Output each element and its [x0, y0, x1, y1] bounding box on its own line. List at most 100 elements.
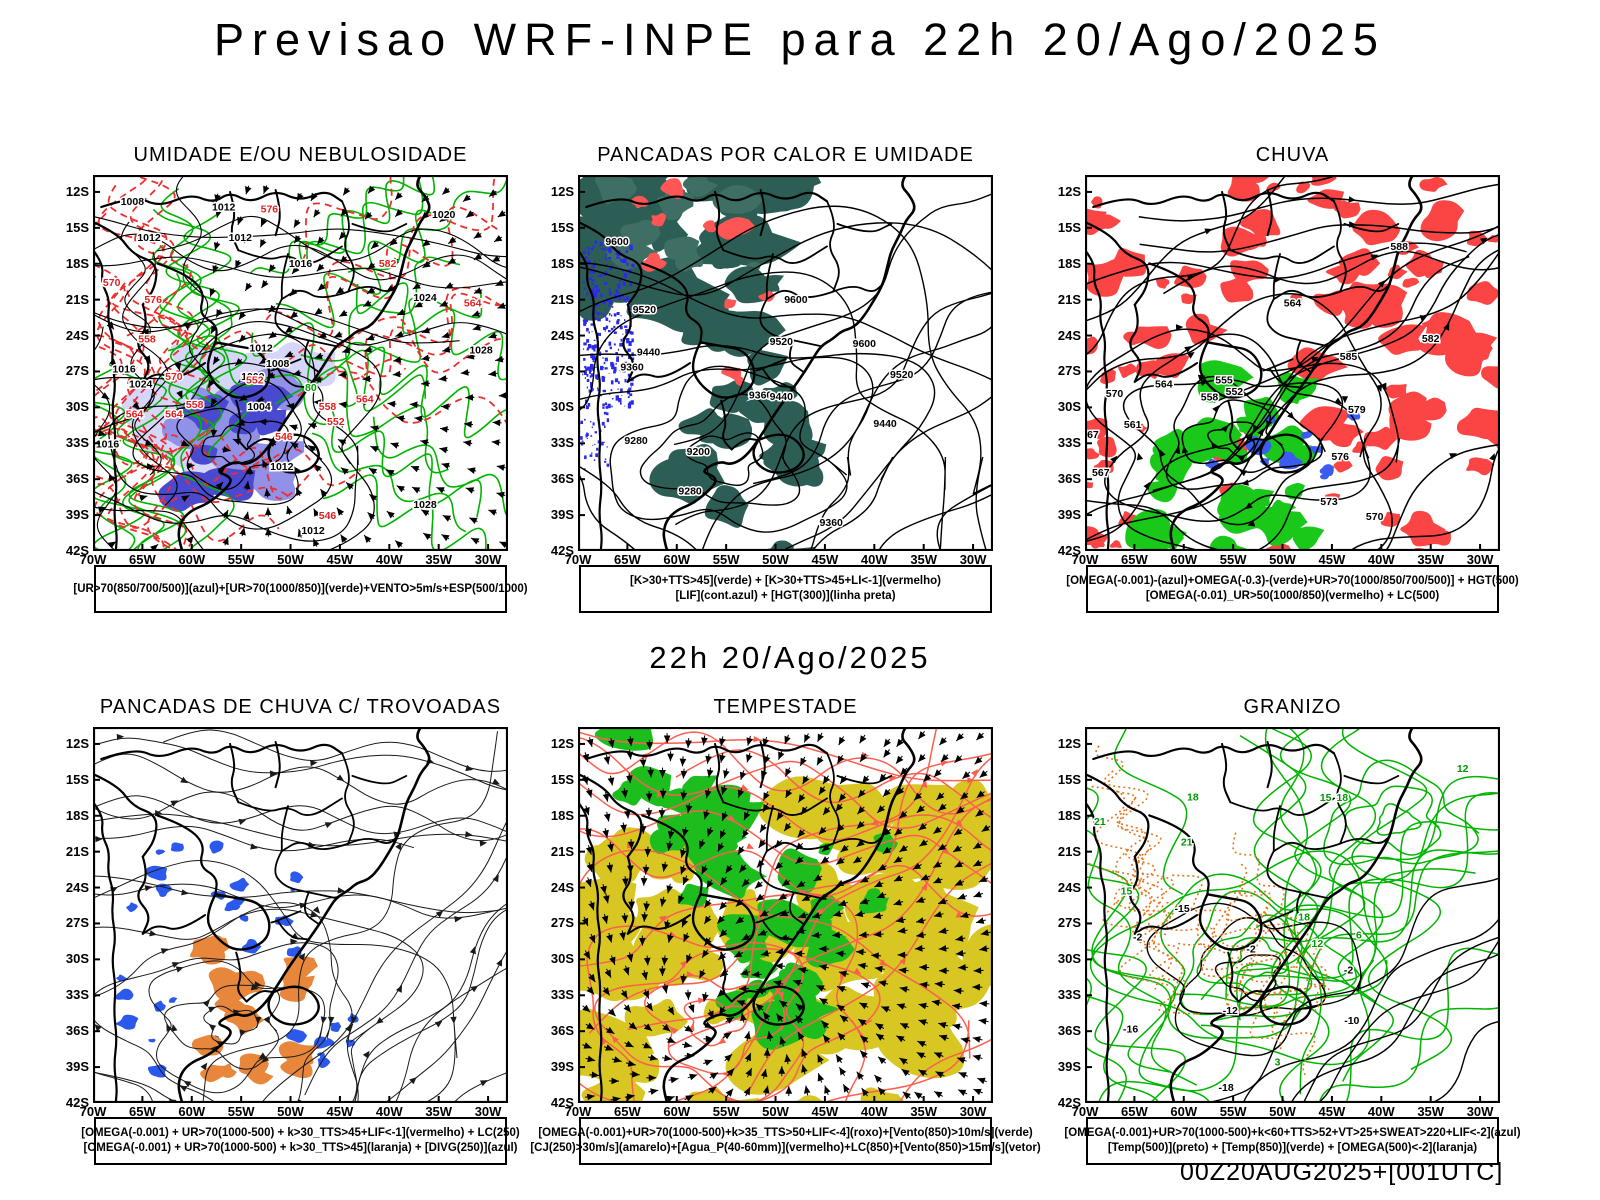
lat-tick-label: 27S — [550, 363, 574, 379]
contour-label: 552 — [1226, 386, 1244, 398]
contour-label: 567 — [1092, 467, 1110, 479]
lat-tick-label: 36S — [550, 471, 574, 487]
lon-tick-label: 35W — [1417, 1104, 1445, 1119]
lat-tick-label: 15S — [550, 771, 574, 787]
lat-tick-label: 33S — [65, 987, 89, 1003]
lat-tick-label: 24S — [550, 327, 574, 343]
lon-tick-label: 35W — [910, 552, 938, 567]
contour-label: 561 — [1124, 419, 1142, 431]
contour-label: 9360 — [620, 362, 644, 374]
lon-tick-label: 50W — [1269, 552, 1296, 567]
lat-tick-label: 24S — [65, 879, 89, 895]
lon-tick-label: 60W — [178, 552, 206, 567]
valid-time-subtitle: 22h 20/Ago/2025 — [649, 640, 931, 675]
lat-tick-label: 21S — [1057, 291, 1081, 307]
lon-tick-label: 65W — [1121, 552, 1148, 567]
lat-tick-label: 30S — [65, 399, 89, 415]
lat-tick-label: 39S — [65, 507, 89, 523]
contour-label: 579 — [1348, 404, 1366, 416]
contour-label: 570 — [1106, 388, 1124, 400]
panel-trovoadas: PANCADAS DE CHUVA C/ TROVOADAS 12S 15S 18S… — [66, 696, 520, 1165]
contour-label: 1020 — [432, 209, 456, 221]
lon-tick-label: 70W — [564, 1104, 592, 1119]
contour-label: 18 — [1336, 792, 1348, 804]
lat-tick-label: 30S — [550, 951, 574, 967]
contour-label: 1016 — [289, 258, 313, 270]
lat-tick-label: 18S — [65, 255, 89, 271]
lat-tick-label: 39S — [1057, 507, 1081, 523]
lat-tick-label: 30S — [1057, 399, 1081, 415]
contour-label: 6 — [1356, 930, 1362, 942]
contour-label: 552 — [246, 375, 264, 387]
lat-tick-label: 12S — [1057, 735, 1081, 751]
lat-tick-label: 24S — [1057, 879, 1081, 895]
lon-tick-label: 60W — [1170, 1104, 1198, 1119]
contour-label: -2 — [1133, 932, 1142, 944]
lat-tick-label: 33S — [550, 435, 574, 451]
contour-label: 3 — [1275, 1056, 1281, 1068]
contour-label: 1016 — [112, 363, 136, 375]
lon-tick-label: 70W — [1071, 1104, 1099, 1119]
lon-tick-label: 60W — [663, 552, 691, 567]
caption-line: [OMEGA(-0.001)+UR>70(1000-500)+k>35_TTS>… — [538, 1127, 1033, 1139]
lon-tick-label: 45W — [326, 1104, 354, 1119]
lat-tick-label: 18S — [550, 255, 574, 271]
lat-tick-label: 36S — [1057, 471, 1081, 487]
contour-label: 582 — [1422, 333, 1440, 345]
lat-tick-label: 27S — [1057, 363, 1081, 379]
lon-tick-label: 40W — [860, 552, 888, 567]
contour-label: 570 — [103, 277, 121, 289]
lon-tick-label: 65W — [129, 1104, 156, 1119]
contour-label: 564 — [165, 409, 183, 421]
lat-tick-label: 24S — [65, 327, 89, 343]
weather-map-umidade: 1008 1012 1012 1012 1016 1020 1024 1024 1000 1012… — [93, 175, 508, 551]
lon-tick-label: 55W — [227, 552, 255, 567]
contour-label: 9440 — [637, 347, 661, 359]
caption-line: [OMEGA(-0.001)+UR>70(1000-500)+k<60+TTS>… — [1064, 1127, 1521, 1139]
contour-label: 9360 — [820, 517, 844, 529]
lon-tick-label: 65W — [1121, 1104, 1148, 1119]
contour-label: 558 — [1201, 392, 1219, 404]
lat-tick-label: 18S — [1057, 807, 1081, 823]
contour-label: 9520 — [770, 336, 794, 348]
panel-umidade: UMIDADE E/OU NEBULOSIDADE 1008 1012 1012 10… — [66, 144, 528, 613]
caption-line: [OMEGA(-0.001) + UR>70(1000-500) + k>30_… — [83, 1142, 518, 1154]
contour-label: 9200 — [687, 446, 711, 458]
panel-granizo: GRANIZO 21 18 21 15 18 12 18 12 6 3 15 -15 -2 -2 -12 -2… — [1058, 696, 1521, 1165]
contour-label: 15 — [1121, 885, 1133, 897]
lon-tick-label: 45W — [326, 552, 354, 567]
contour-label: 15 — [1320, 792, 1332, 804]
panel-title: UMIDADE E/OU NEBULOSIDADE — [133, 144, 468, 166]
lat-tick-label: 12S — [550, 183, 574, 199]
lat-tick-label: 15S — [1057, 771, 1081, 787]
panel-pancadas-calor: PANCADAS POR CALOR E UMIDADE 9600 9520 944… — [551, 144, 993, 613]
lon-tick-label: 35W — [1417, 552, 1445, 567]
contour-label: 1012 — [301, 525, 325, 537]
lat-tick-label: 36S — [550, 1023, 574, 1039]
lat-tick-label: 33S — [550, 987, 574, 1003]
lon-tick-label: 65W — [129, 552, 156, 567]
contour-label: 552 — [327, 416, 345, 428]
lat-tick-label: 42S — [65, 1095, 89, 1110]
lat-tick-label: 42S — [550, 1095, 574, 1110]
lat-tick-label: 33S — [1057, 435, 1081, 451]
lon-tick-label: 65W — [614, 1104, 641, 1119]
contour-label: 564 — [1155, 378, 1173, 390]
lat-tick-label: 30S — [65, 951, 89, 967]
lat-tick-label: 42S — [65, 543, 89, 558]
contour-label: 18 — [1298, 912, 1310, 924]
caption-line: [OMEGA(-0.001) + UR>70(1000-500) + k>30_… — [81, 1127, 520, 1139]
lat-tick-label: 24S — [550, 879, 574, 895]
panel-tempestade: TEMPESTADE 12S 15S 18S 21S 24S 27S 30S 33S 36S 39… — [530, 696, 1041, 1165]
contour-label: 573 — [1320, 496, 1338, 508]
contour-label: 1008 — [266, 358, 290, 370]
contour-label: 21 — [1181, 836, 1193, 848]
lat-tick-label: 42S — [1057, 543, 1081, 558]
lat-tick-label: 27S — [550, 915, 574, 931]
contour-label: 9520 — [633, 304, 657, 316]
weather-map-tempestade — [578, 727, 993, 1103]
panel-title: PANCADAS POR CALOR E UMIDADE — [597, 144, 974, 166]
caption-box: [OMEGA(-0.001)+UR>70(1000-500)+k>35_TTS>… — [530, 1117, 1041, 1165]
page-title: Previsao WRF-INPE para 22h 20/Ago/2025 — [214, 14, 1386, 65]
lat-tick-label: 12S — [65, 735, 89, 751]
